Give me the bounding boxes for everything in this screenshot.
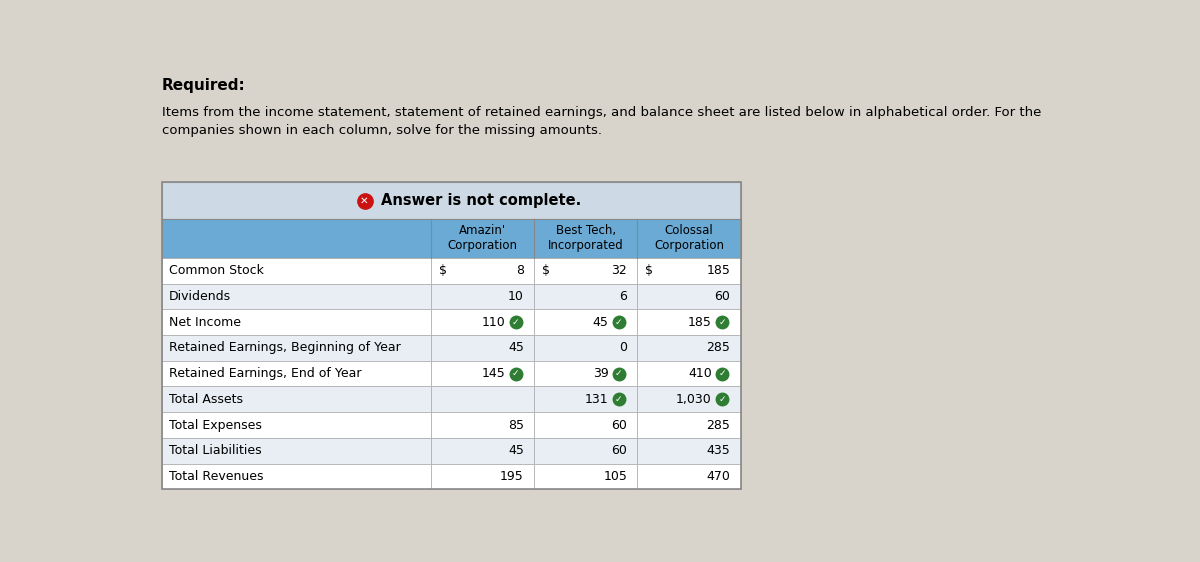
- FancyBboxPatch shape: [431, 335, 534, 361]
- Text: 110: 110: [481, 316, 505, 329]
- FancyBboxPatch shape: [534, 387, 637, 412]
- Text: Retained Earnings, Beginning of Year: Retained Earnings, Beginning of Year: [168, 341, 401, 355]
- Text: 45: 45: [508, 445, 524, 457]
- Text: Amazin'
Corporation: Amazin' Corporation: [448, 224, 517, 252]
- FancyBboxPatch shape: [637, 412, 740, 438]
- FancyBboxPatch shape: [431, 464, 534, 490]
- Text: 0: 0: [619, 341, 628, 355]
- Text: Net Income: Net Income: [168, 316, 240, 329]
- FancyBboxPatch shape: [637, 309, 740, 335]
- Text: Items from the income statement, statement of retained earnings, and balance she: Items from the income statement, stateme…: [162, 106, 1042, 137]
- FancyBboxPatch shape: [431, 361, 534, 387]
- Text: Dividends: Dividends: [168, 290, 230, 303]
- Text: Total Expenses: Total Expenses: [168, 419, 262, 432]
- FancyBboxPatch shape: [162, 335, 431, 361]
- Text: 1,030: 1,030: [676, 393, 712, 406]
- FancyBboxPatch shape: [162, 464, 431, 490]
- FancyBboxPatch shape: [431, 284, 534, 309]
- Text: ✓: ✓: [512, 318, 520, 327]
- Text: 145: 145: [481, 367, 505, 380]
- FancyBboxPatch shape: [637, 361, 740, 387]
- FancyBboxPatch shape: [431, 412, 534, 438]
- Text: Total Liabilities: Total Liabilities: [168, 445, 262, 457]
- FancyBboxPatch shape: [431, 387, 534, 412]
- FancyBboxPatch shape: [431, 309, 534, 335]
- Text: 45: 45: [508, 341, 524, 355]
- FancyBboxPatch shape: [637, 335, 740, 361]
- Text: 131: 131: [584, 393, 608, 406]
- FancyBboxPatch shape: [431, 438, 534, 464]
- Text: 8: 8: [516, 264, 524, 277]
- FancyBboxPatch shape: [162, 438, 431, 464]
- FancyBboxPatch shape: [162, 219, 740, 258]
- FancyBboxPatch shape: [534, 412, 637, 438]
- Text: Total Assets: Total Assets: [168, 393, 242, 406]
- Text: 39: 39: [593, 367, 608, 380]
- Text: 32: 32: [611, 264, 628, 277]
- Text: 185: 185: [707, 264, 731, 277]
- FancyBboxPatch shape: [162, 284, 431, 309]
- Text: Total Revenues: Total Revenues: [168, 470, 263, 483]
- Text: 410: 410: [688, 367, 712, 380]
- Text: ✓: ✓: [616, 395, 623, 404]
- FancyBboxPatch shape: [534, 438, 637, 464]
- FancyBboxPatch shape: [534, 361, 637, 387]
- FancyBboxPatch shape: [534, 258, 637, 284]
- Text: Answer is not complete.: Answer is not complete.: [382, 193, 582, 208]
- Text: 105: 105: [604, 470, 628, 483]
- Text: 285: 285: [707, 419, 731, 432]
- FancyBboxPatch shape: [637, 438, 740, 464]
- Text: 195: 195: [500, 470, 524, 483]
- Text: 435: 435: [707, 445, 731, 457]
- FancyBboxPatch shape: [637, 258, 740, 284]
- Text: 10: 10: [508, 290, 524, 303]
- FancyBboxPatch shape: [637, 284, 740, 309]
- FancyBboxPatch shape: [637, 387, 740, 412]
- Text: Colossal
Corporation: Colossal Corporation: [654, 224, 724, 252]
- Text: 185: 185: [688, 316, 712, 329]
- FancyBboxPatch shape: [162, 412, 431, 438]
- Text: 6: 6: [619, 290, 628, 303]
- FancyBboxPatch shape: [534, 284, 637, 309]
- FancyBboxPatch shape: [534, 464, 637, 490]
- Text: $: $: [541, 264, 550, 277]
- Text: ✓: ✓: [616, 369, 623, 378]
- Text: 60: 60: [611, 419, 628, 432]
- Text: ✓: ✓: [719, 369, 726, 378]
- Text: Common Stock: Common Stock: [168, 264, 264, 277]
- FancyBboxPatch shape: [637, 464, 740, 490]
- FancyBboxPatch shape: [162, 361, 431, 387]
- FancyBboxPatch shape: [162, 309, 431, 335]
- FancyBboxPatch shape: [534, 309, 637, 335]
- Text: ✓: ✓: [719, 318, 726, 327]
- Text: 470: 470: [707, 470, 731, 483]
- Text: ✓: ✓: [719, 395, 726, 404]
- Text: Required:: Required:: [162, 78, 246, 93]
- Text: 85: 85: [508, 419, 524, 432]
- FancyBboxPatch shape: [162, 182, 740, 219]
- Text: ✓: ✓: [616, 318, 623, 327]
- Text: ✓: ✓: [512, 369, 520, 378]
- Text: 45: 45: [593, 316, 608, 329]
- Text: 60: 60: [611, 445, 628, 457]
- Text: 285: 285: [707, 341, 731, 355]
- Text: 60: 60: [714, 290, 731, 303]
- FancyBboxPatch shape: [534, 335, 637, 361]
- FancyBboxPatch shape: [162, 258, 431, 284]
- Text: ✕: ✕: [360, 196, 368, 206]
- FancyBboxPatch shape: [162, 387, 431, 412]
- Text: $: $: [644, 264, 653, 277]
- Text: Retained Earnings, End of Year: Retained Earnings, End of Year: [168, 367, 361, 380]
- FancyBboxPatch shape: [431, 258, 534, 284]
- Text: Best Tech,
Incorporated: Best Tech, Incorporated: [548, 224, 624, 252]
- Text: $: $: [438, 264, 446, 277]
